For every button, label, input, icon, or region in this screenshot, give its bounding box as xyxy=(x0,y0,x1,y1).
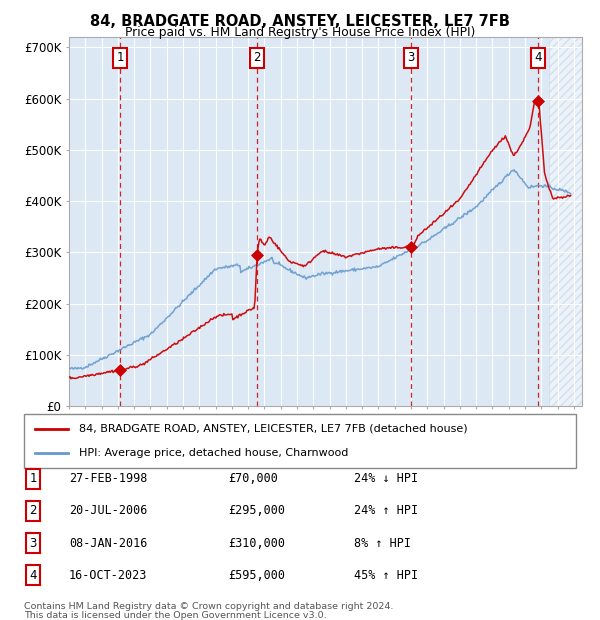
Text: 3: 3 xyxy=(407,51,415,64)
Text: 08-JAN-2016: 08-JAN-2016 xyxy=(69,537,148,549)
Text: This data is licensed under the Open Government Licence v3.0.: This data is licensed under the Open Gov… xyxy=(24,611,326,619)
Text: 84, BRADGATE ROAD, ANSTEY, LEICESTER, LE7 7FB (detached house): 84, BRADGATE ROAD, ANSTEY, LEICESTER, LE… xyxy=(79,424,468,434)
Text: £70,000: £70,000 xyxy=(228,472,278,485)
Text: 3: 3 xyxy=(29,537,37,549)
Text: 27-FEB-1998: 27-FEB-1998 xyxy=(69,472,148,485)
Text: 24% ↓ HPI: 24% ↓ HPI xyxy=(354,472,418,485)
Text: 1: 1 xyxy=(29,472,37,485)
Text: 45% ↑ HPI: 45% ↑ HPI xyxy=(354,569,418,582)
Text: £295,000: £295,000 xyxy=(228,505,285,517)
Text: Contains HM Land Registry data © Crown copyright and database right 2024.: Contains HM Land Registry data © Crown c… xyxy=(24,602,394,611)
Text: 84, BRADGATE ROAD, ANSTEY, LEICESTER, LE7 7FB: 84, BRADGATE ROAD, ANSTEY, LEICESTER, LE… xyxy=(90,14,510,29)
Text: 2: 2 xyxy=(253,51,261,64)
Text: £310,000: £310,000 xyxy=(228,537,285,549)
Text: 4: 4 xyxy=(29,569,37,582)
Text: 16-OCT-2023: 16-OCT-2023 xyxy=(69,569,148,582)
Text: 4: 4 xyxy=(534,51,542,64)
Text: 1: 1 xyxy=(116,51,124,64)
Text: 24% ↑ HPI: 24% ↑ HPI xyxy=(354,505,418,517)
Text: 20-JUL-2006: 20-JUL-2006 xyxy=(69,505,148,517)
FancyBboxPatch shape xyxy=(24,414,576,468)
Text: HPI: Average price, detached house, Charnwood: HPI: Average price, detached house, Char… xyxy=(79,448,349,458)
Text: Price paid vs. HM Land Registry's House Price Index (HPI): Price paid vs. HM Land Registry's House … xyxy=(125,26,475,39)
Text: £595,000: £595,000 xyxy=(228,569,285,582)
Text: 8% ↑ HPI: 8% ↑ HPI xyxy=(354,537,411,549)
Text: 2: 2 xyxy=(29,505,37,517)
